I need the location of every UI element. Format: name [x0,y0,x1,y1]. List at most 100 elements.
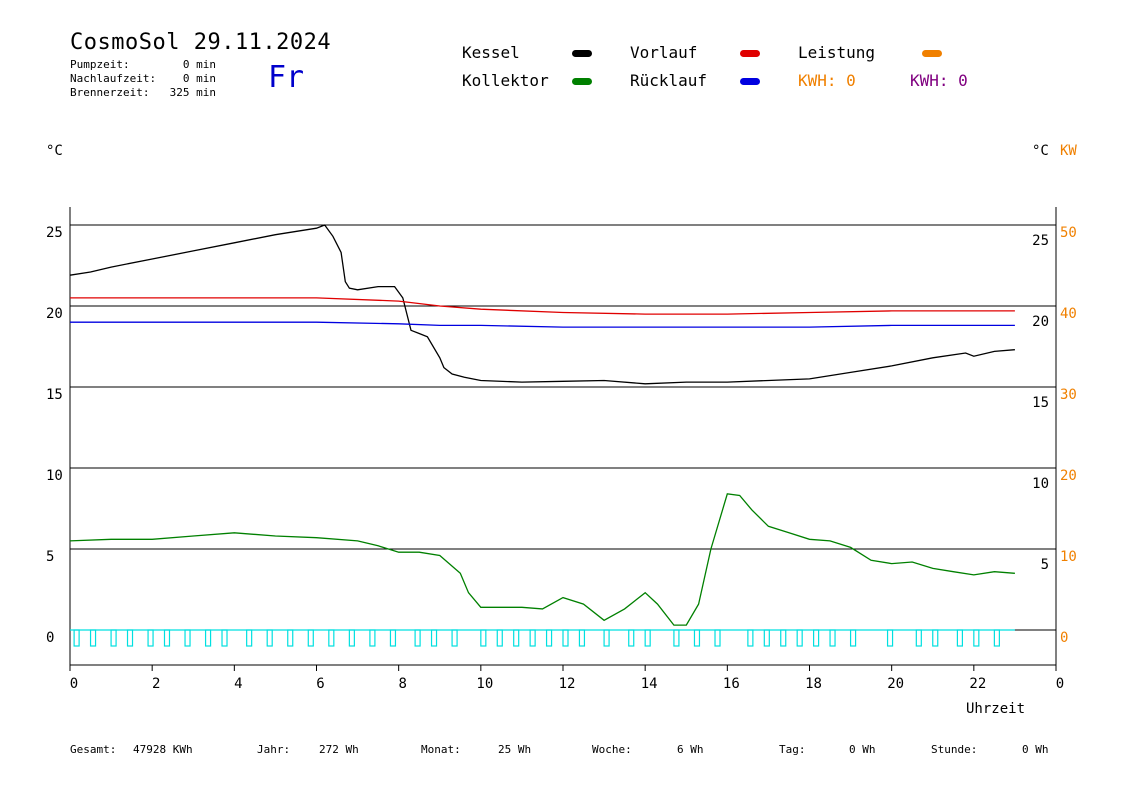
pump-pulse [915,629,922,647]
pump-pulse [513,629,520,647]
pumpzeit-label: Pumpzeit: [70,58,130,71]
pump-pulse [348,629,355,647]
y-tick-label-right-c: 20 [1032,314,1049,330]
footer-jahr-label: Jahr: [257,743,291,756]
footer-tag-label: Tag: [779,743,806,756]
legend-kessel-label: Kessel [462,43,520,62]
legend-kollektor-swatch [572,78,592,85]
legend-ruecklauf-swatch [740,78,760,85]
footer-stunde-value: 0 Wh [1022,743,1049,756]
series-ruecklauf-line [70,321,1015,328]
y-tick-label-left: 5 [46,549,54,565]
pump-pulse [956,629,964,647]
pump-pulse [480,629,487,647]
pump-pulse [221,629,228,647]
pump-pulse [451,629,458,647]
pump-pulse [496,629,503,647]
x-tick-label: 18 [805,676,822,692]
pump-pulse [184,629,191,647]
y-tick-label-right-kw: 40 [1060,306,1077,322]
footer-gesamt-value: 47928 KWh [133,743,193,756]
x-tick-label: 2 [152,676,160,692]
pump-pulse [763,629,770,647]
y-tick-label-right-kw: 50 [1060,225,1077,241]
pump-pulse [73,629,80,647]
y-tick-label-right-kw: 10 [1060,549,1077,565]
pump-pulse [246,629,253,647]
nachlaufzeit-label: Nachlaufzeit: [70,72,157,85]
pump-pulse [110,629,117,647]
footer-monat-label: Monat: [421,743,461,756]
right-unit-kw-label: KW [1060,143,1077,159]
pump-pulse [886,629,894,647]
x-tick-label: 16 [723,676,740,692]
y-tick-label-right-c: 15 [1032,395,1049,411]
x-tick-label: 6 [316,676,324,692]
left-unit-label: °C [46,143,63,159]
x-tick-label: 12 [559,676,576,692]
pumpzeit-value: 0 min [182,58,216,71]
pump-pulse [147,629,154,647]
pump-pulse [628,629,635,647]
x-axis-title: Uhrzeit [966,701,1026,717]
pump-pulse [562,629,569,647]
pump-pulse [780,629,787,647]
y-tick-label-right-c: 25 [1032,233,1049,249]
x-tick-label: 0 [70,676,78,692]
y-tick-label-right-c: 5 [1041,557,1049,573]
weekday-label: Fr [268,60,305,95]
x-tick-label: 10 [476,676,493,692]
pump-pulse [829,629,836,647]
y-tick-label-right-c: 10 [1032,476,1049,492]
legend-kessel-swatch [572,50,592,57]
y-tick-label-left: 25 [46,225,63,241]
right-unit-c-label: °C [1032,143,1049,159]
pump-pulse [796,629,803,647]
footer-jahr-value: 272 Wh [319,743,359,756]
legend-vorlauf-swatch [740,50,760,57]
y-tick-label-left: 10 [46,468,63,484]
series-kessel-line [69,224,1015,385]
pump-pulse [204,629,212,647]
nachlaufzeit-value: 0 min [182,72,216,85]
pump-pulse [849,629,857,647]
footer-gesamt-label: Gesamt: [70,743,117,756]
footer-monat-value: 25 Wh [498,743,532,756]
y-tick-label-right-kw: 0 [1060,630,1068,646]
page-title: CosmoSol 29.11.2024 [70,30,332,55]
legend-kwh-purple: KWH: 0 [910,71,968,90]
pump-pulse [644,629,651,647]
pump-pulse [545,629,553,647]
x-tick-label: 0 [1056,676,1064,692]
pump-pulse [89,629,97,647]
brennerzeit-value: 325 min [169,86,216,99]
footer-woche-label: Woche: [592,743,632,756]
pump-pulse [714,629,721,647]
y-tick-label-right-kw: 20 [1060,468,1077,484]
pump-pulse [578,629,586,647]
pump-pulse [932,629,939,647]
legend-leistung-swatch [922,50,942,57]
pump-pulse [430,629,438,647]
pump-pulse [328,629,335,647]
pump-pulse [529,629,536,647]
x-tick-label: 22 [969,676,986,692]
pump-pulse [993,629,1000,647]
x-tick-label: 4 [234,676,242,692]
pump-pulse [369,629,376,647]
x-tick-label: 20 [887,676,904,692]
pump-pulse [389,629,397,647]
y-tick-label-left: 20 [46,306,63,322]
x-tick-label: 8 [398,676,406,692]
y-tick-label-right-kw: 30 [1060,387,1077,403]
pump-pulse [747,629,754,647]
pump-pulse [266,629,273,647]
pump-pulse [693,629,701,647]
footer-woche-value: 6 Wh [677,743,704,756]
footer-stunde-label: Stunde: [931,743,978,756]
series-kollektor-line [69,493,1015,626]
legend-kollektor-label: Kollektor [462,71,549,90]
legend-kwh-orange: KWH: 0 [798,71,856,90]
legend-ruecklauf-label: Rücklauf [630,71,708,90]
